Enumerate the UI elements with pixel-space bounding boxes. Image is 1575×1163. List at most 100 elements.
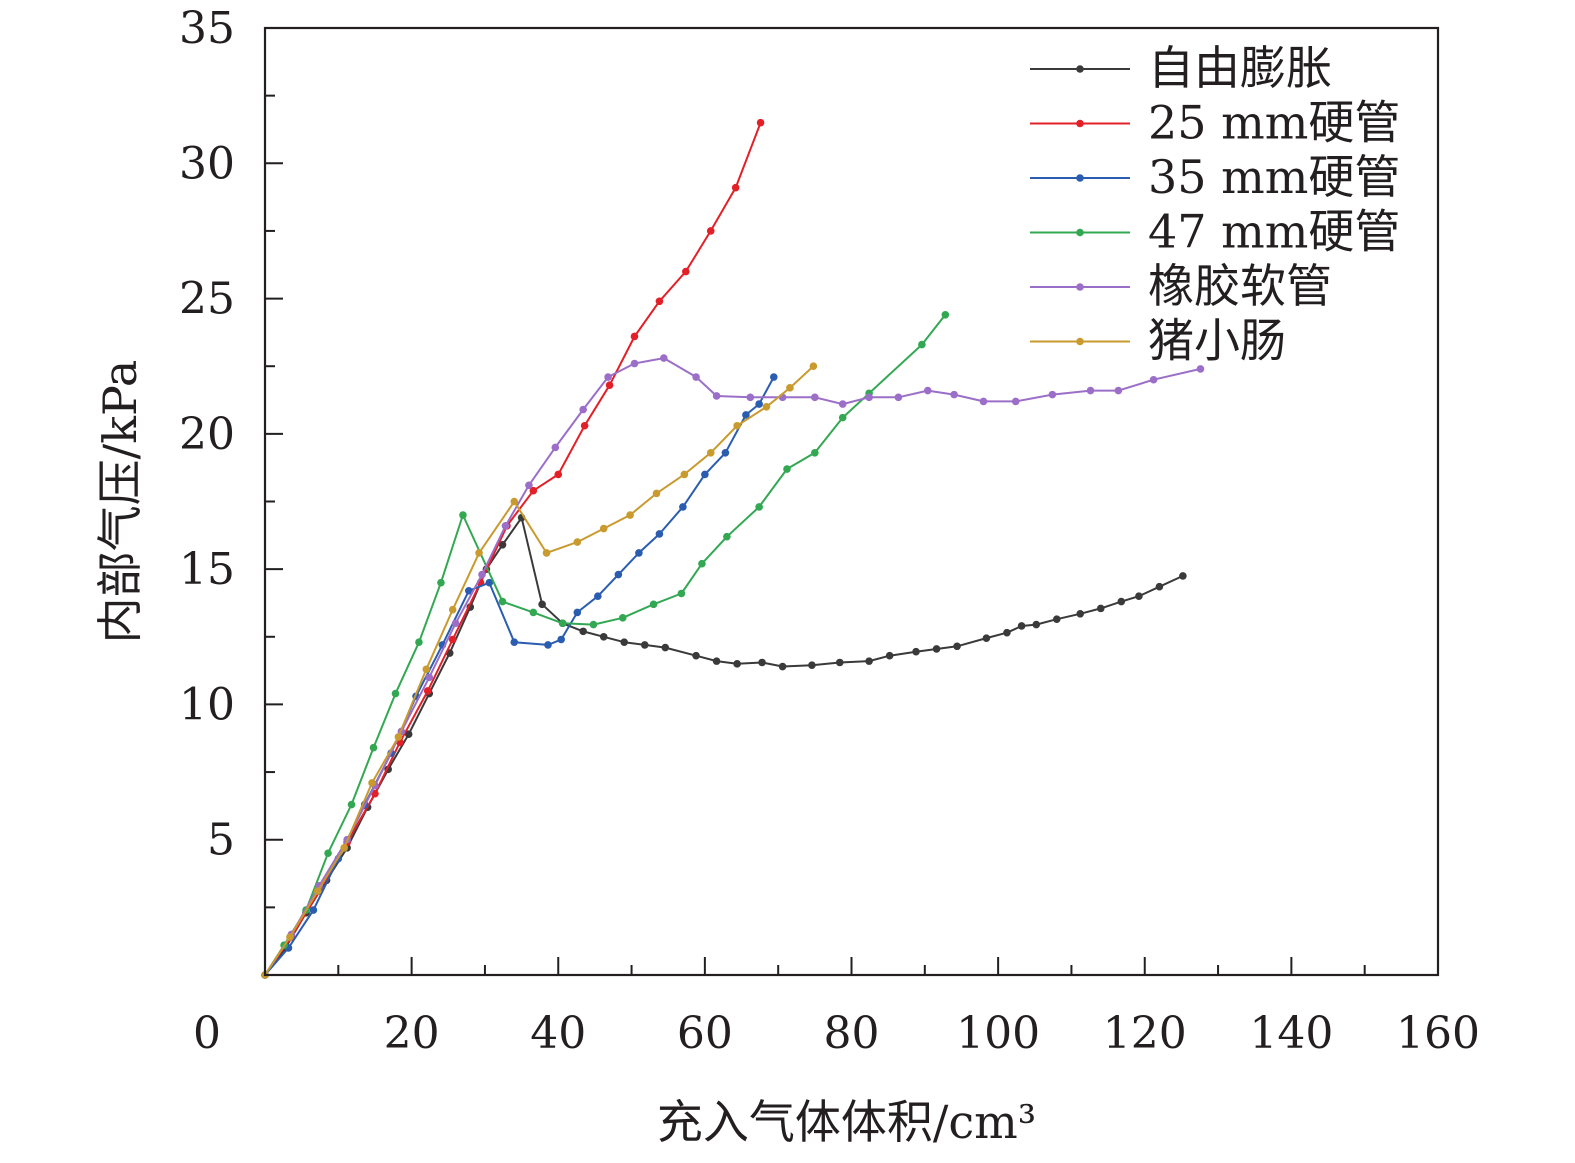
series-3 <box>261 373 778 979</box>
legend-label: 25 mm硬管 <box>1148 96 1400 150</box>
data-point <box>982 634 991 642</box>
data-point <box>1086 386 1095 395</box>
data-point <box>865 657 873 665</box>
data-point <box>894 393 903 402</box>
legend-item: 自由膨胀 <box>1030 41 1332 95</box>
data-point <box>437 578 445 587</box>
data-point <box>682 267 690 276</box>
legend-item: 47 mm硬管 <box>1030 205 1400 259</box>
data-point <box>655 530 664 538</box>
data-point <box>324 849 332 858</box>
data-point <box>680 470 689 479</box>
series-5 <box>261 354 1205 979</box>
data-point <box>786 384 794 392</box>
data-point <box>498 597 507 606</box>
data-point <box>835 658 844 667</box>
data-point <box>950 390 958 399</box>
x-tick-label: 140 <box>1249 1008 1333 1059</box>
y-tick-label: 30 <box>179 138 235 189</box>
data-point <box>423 687 432 695</box>
data-point <box>733 660 741 668</box>
data-point <box>979 397 988 406</box>
data-point <box>809 362 818 371</box>
data-point <box>712 657 721 665</box>
data-point <box>620 638 629 646</box>
x-tick-label: 120 <box>1103 1008 1187 1059</box>
data-point <box>769 373 778 381</box>
data-point <box>742 411 750 419</box>
y-tick-labels: 5 10 15 20 25 30 35 <box>179 3 235 866</box>
data-point <box>448 605 457 614</box>
data-point <box>604 373 612 381</box>
series-4 <box>261 311 950 979</box>
data-point <box>557 635 565 644</box>
data-point <box>1114 386 1123 395</box>
data-point <box>368 779 376 787</box>
series-1 <box>261 513 1187 979</box>
data-point <box>391 689 400 698</box>
data-point <box>551 443 560 452</box>
data-point <box>865 393 873 402</box>
data-point <box>614 570 623 579</box>
legend-label: 47 mm硬管 <box>1148 205 1400 259</box>
series-2 <box>261 118 765 979</box>
legend-label: 猪小肠 <box>1148 314 1286 368</box>
x-tick-label: 60 <box>677 1008 733 1059</box>
data-point <box>778 662 787 671</box>
data-point <box>1117 597 1126 606</box>
data-point <box>459 511 467 519</box>
data-point <box>941 311 950 319</box>
data-point <box>649 600 658 609</box>
series-line <box>264 314 947 976</box>
data-point <box>599 524 608 533</box>
data-point <box>811 448 819 457</box>
data-point <box>838 400 847 408</box>
data-point <box>589 620 598 629</box>
data-point <box>529 486 538 495</box>
data-point <box>451 619 460 628</box>
data-point <box>529 608 538 617</box>
legend-swatch-marker <box>1076 119 1084 128</box>
y-tick-label: 20 <box>179 409 235 460</box>
data-point <box>1017 622 1026 630</box>
data-point <box>677 589 686 598</box>
data-point <box>1052 615 1061 623</box>
x-tick-label: 160 <box>1396 1008 1480 1059</box>
data-point <box>1048 390 1057 399</box>
plot-frame <box>263 26 1440 977</box>
data-point <box>746 393 755 402</box>
series-line <box>264 122 762 976</box>
data-point <box>475 549 483 557</box>
data-point <box>542 549 551 557</box>
y-tick-label: 25 <box>179 274 235 325</box>
data-point <box>661 643 670 652</box>
data-point <box>923 386 932 395</box>
y-axis-title: 内部气压/kPa <box>93 360 147 644</box>
data-point <box>692 373 700 381</box>
x-tick-label: 100 <box>956 1008 1040 1059</box>
data-point <box>573 608 582 617</box>
data-point <box>340 844 348 852</box>
data-point <box>485 578 494 587</box>
legend-item: 猪小肠 <box>1030 314 1286 368</box>
data-point <box>599 632 608 641</box>
data-point <box>953 642 961 651</box>
data-point <box>580 421 589 430</box>
data-point <box>755 400 763 408</box>
data-point <box>465 586 473 595</box>
data-point <box>425 673 434 682</box>
data-point <box>579 405 587 414</box>
x-tick-label: 0 <box>193 1008 221 1059</box>
data-point <box>626 511 634 519</box>
data-point <box>679 503 687 511</box>
data-point <box>885 651 894 660</box>
data-point <box>309 906 318 914</box>
data-point <box>706 448 715 457</box>
data-point <box>721 448 730 457</box>
data-point <box>811 393 819 402</box>
data-point <box>347 800 356 809</box>
data-point <box>510 638 519 646</box>
data-point <box>478 570 486 579</box>
